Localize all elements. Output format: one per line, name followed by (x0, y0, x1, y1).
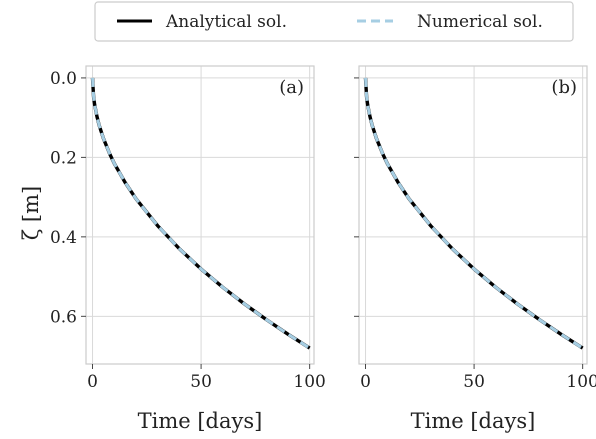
y-tick-label: 0.6 (50, 307, 77, 327)
legend: Analytical sol. Numerical sol. (94, 1, 574, 42)
y-axis-title: ζ [m] (19, 186, 43, 240)
x-tick-label: 100 (293, 372, 325, 392)
legend-frame (94, 1, 574, 42)
panel-label: (a) (279, 77, 304, 98)
panel-b: 0 50 100 Time [days] (b) (354, 65, 596, 433)
y-tick-label: 0.2 (50, 148, 77, 168)
x-tick-label: 100 (566, 372, 596, 392)
x-axis-title: Time [days] (411, 409, 536, 433)
x-tick-label: 0 (360, 372, 371, 392)
plot-frame (358, 65, 588, 365)
panel-a: 0 50 100 0.0 0.2 0.4 0.6 Time [days] (a) (50, 65, 326, 433)
x-tick-label: 50 (463, 372, 485, 392)
legend-label-analytical: Analytical sol. (165, 12, 287, 32)
x-axis-title: Time [days] (138, 409, 263, 433)
series-line-numerical (91, 77, 311, 350)
legend-label-numerical: Numerical sol. (417, 12, 543, 32)
x-tick-label: 0 (87, 372, 98, 392)
x-tick-label: 50 (190, 372, 212, 392)
plot-frame (85, 65, 315, 365)
series-line-numerical (364, 77, 584, 350)
y-tick-label: 0.0 (50, 69, 77, 89)
y-tick-label: 0.4 (50, 228, 77, 248)
panel-label: (b) (551, 77, 577, 98)
